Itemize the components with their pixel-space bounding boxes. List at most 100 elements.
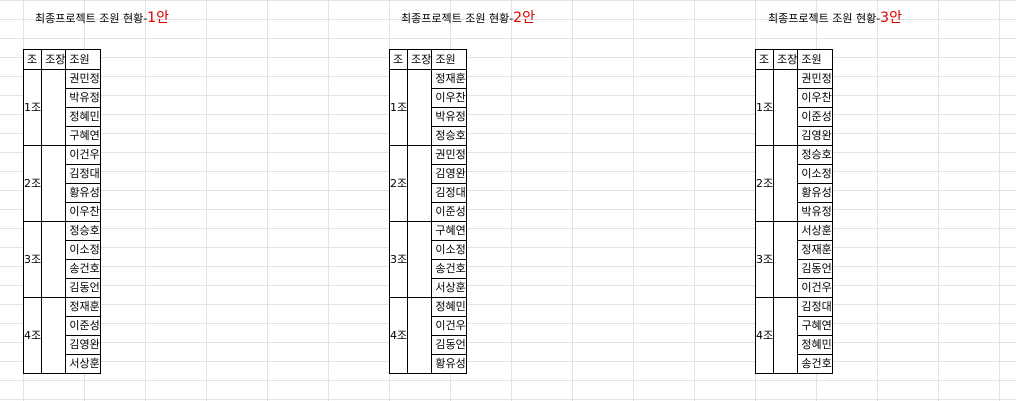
member-cell[interactable]: 정재훈 [797,240,833,260]
member-cell[interactable]: 이우찬 [65,202,101,222]
table-row: 황유성 [756,183,833,203]
group-name-cell[interactable]: 2조 [22,145,43,222]
member-cell[interactable]: 황유성 [797,183,833,203]
member-cell[interactable]: 권민정 [797,69,833,89]
member-cell[interactable]: 이준성 [797,107,833,127]
group-name-cell[interactable]: 3조 [388,221,409,298]
member-cell[interactable]: 이소정 [797,164,833,184]
member-cell[interactable]: 이우찬 [431,88,467,108]
group-name-cell[interactable]: 2조 [388,145,409,222]
member-cell[interactable]: 김정대 [797,297,833,317]
group-name-cell[interactable]: 1조 [388,69,409,146]
group-leader-cell[interactable] [407,297,433,374]
group-name-cell[interactable]: 3조 [22,221,43,298]
member-cell[interactable]: 송건호 [65,259,101,279]
group-table: 조 조장 조원 1조 권민정 이우찬 이준성 김영완 2조 정승호 이소정 황유성 박유정 3조 서상훈 정재… [754,49,833,374]
table-row: 박유정 [390,107,467,127]
group-leader-cell[interactable] [773,69,799,146]
member-cell[interactable]: 김정대 [65,164,101,184]
member-cell[interactable]: 김영완 [797,126,833,146]
member-cell[interactable]: 정승호 [65,221,101,241]
header-cell[interactable]: 조장 [41,49,67,70]
table-row: 1조 권민정 [22,69,101,146]
table-row: 이우찬 [756,88,833,108]
member-cell[interactable]: 구혜연 [797,316,833,336]
member-cell[interactable]: 이소정 [431,240,467,260]
plan-title[interactable]: 최종프로젝트 조원 현황-1안 [35,9,169,28]
member-cell[interactable]: 구혜연 [65,126,101,146]
member-cell[interactable]: 이건우 [65,145,101,165]
group-leader-cell[interactable] [407,221,433,298]
member-cell[interactable]: 김동언 [65,278,101,298]
member-cell[interactable]: 권민정 [65,69,101,89]
member-cell[interactable]: 정혜민 [797,335,833,355]
table-row: 2조 이건우 [22,145,101,222]
member-cell[interactable]: 박유정 [431,107,467,127]
table-row: 황유성 [390,354,467,374]
member-cell[interactable]: 이준성 [65,316,101,336]
table-row: 서상훈 [390,278,467,298]
member-cell[interactable]: 김영완 [431,164,467,184]
member-cell[interactable]: 이소정 [65,240,101,260]
member-cell[interactable]: 이준성 [431,202,467,222]
header-cell[interactable]: 조원 [65,49,101,70]
table-row: 이소정 [756,164,833,184]
group-leader-cell[interactable] [41,69,67,146]
group-leader-cell[interactable] [41,145,67,222]
member-cell[interactable]: 박유정 [797,202,833,222]
table-row: 김동언 [390,335,467,355]
group-name-cell[interactable]: 3조 [754,221,775,298]
header-cell[interactable]: 조장 [773,49,799,70]
header-cell[interactable]: 조 [388,49,409,70]
member-cell[interactable]: 송건호 [797,354,833,374]
member-cell[interactable]: 서상훈 [65,354,101,374]
group-leader-cell[interactable] [773,221,799,298]
group-leader-cell[interactable] [407,145,433,222]
member-cell[interactable]: 김정대 [431,183,467,203]
member-cell[interactable]: 정재훈 [431,69,467,89]
header-row: 조 조장 조원 [754,49,833,70]
group-leader-cell[interactable] [41,221,67,298]
header-row: 조 조장 조원 [388,49,467,70]
group-name-cell[interactable]: 4조 [754,297,775,374]
member-cell[interactable]: 김영완 [65,335,101,355]
group-name-cell[interactable]: 1조 [22,69,43,146]
header-cell[interactable]: 조원 [797,49,833,70]
member-cell[interactable]: 정승호 [797,145,833,165]
member-cell[interactable]: 박유정 [65,88,101,108]
member-cell[interactable]: 황유성 [431,354,467,374]
member-cell[interactable]: 구혜연 [431,221,467,241]
plan-title[interactable]: 최종프로젝트 조원 현황-3안 [768,9,902,28]
member-cell[interactable]: 정승호 [431,126,467,146]
plan-title[interactable]: 최종프로젝트 조원 현황-2안 [401,9,535,28]
group-leader-cell[interactable] [773,145,799,222]
header-cell[interactable]: 조장 [407,49,433,70]
member-cell[interactable]: 김동언 [797,259,833,279]
table-row: 3조 서상훈 [754,221,833,298]
header-cell[interactable]: 조원 [431,49,467,70]
member-cell[interactable]: 정혜민 [431,297,467,317]
header-cell[interactable]: 조 [754,49,775,70]
group-name-cell[interactable]: 1조 [754,69,775,146]
group-leader-cell[interactable] [41,297,67,374]
member-cell[interactable]: 김동언 [431,335,467,355]
member-cell[interactable]: 이우찬 [797,88,833,108]
member-cell[interactable]: 이건우 [431,316,467,336]
group-name-cell[interactable]: 4조 [22,297,43,374]
table-row: 구혜연 [24,126,101,146]
group-leader-cell[interactable] [773,297,799,374]
member-cell[interactable]: 황유성 [65,183,101,203]
member-cell[interactable]: 정재훈 [65,297,101,317]
member-cell[interactable]: 권민정 [431,145,467,165]
member-cell[interactable]: 서상훈 [431,278,467,298]
header-cell[interactable]: 조 [22,49,43,70]
group-name-cell[interactable]: 4조 [388,297,409,374]
group-leader-cell[interactable] [407,69,433,146]
member-cell[interactable]: 송건호 [431,259,467,279]
group-name-cell[interactable]: 2조 [754,145,775,222]
plan-title-text: 최종프로젝트 조원 현황- [401,12,514,25]
plan-title-suffix: 2안 [513,10,535,26]
member-cell[interactable]: 정혜민 [65,107,101,127]
member-cell[interactable]: 서상훈 [797,221,833,241]
member-cell[interactable]: 이건우 [797,278,833,298]
